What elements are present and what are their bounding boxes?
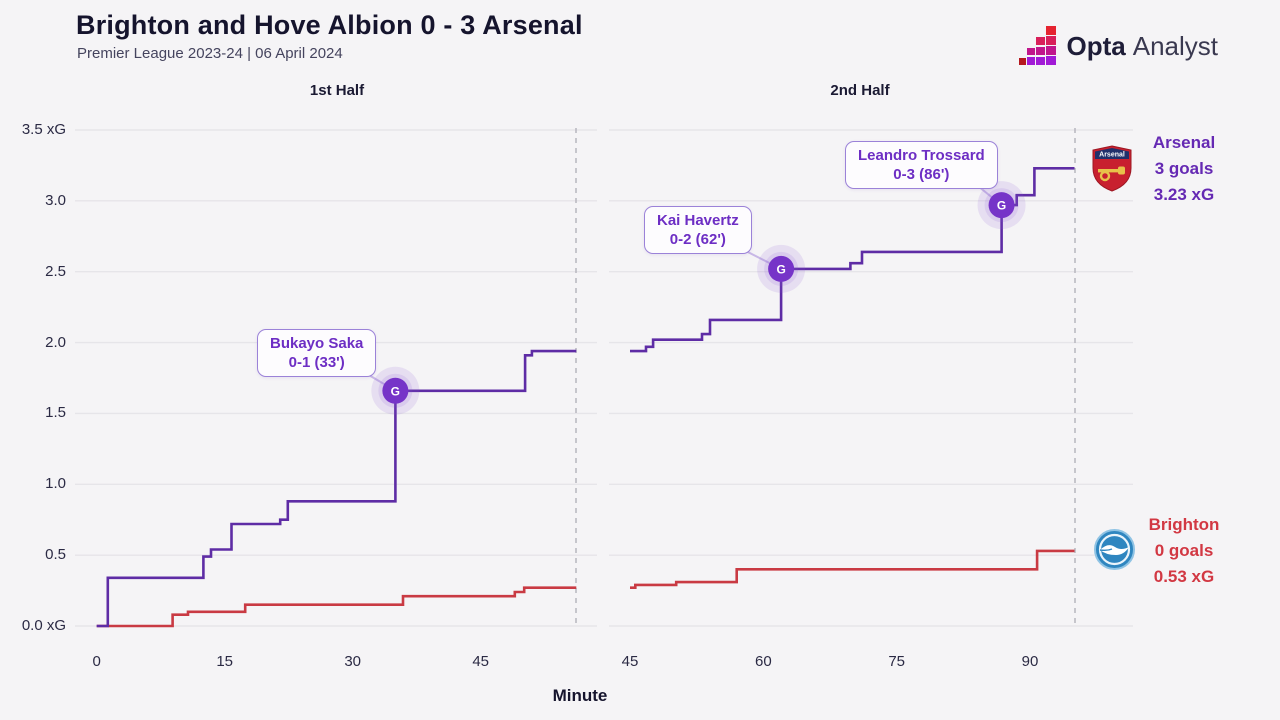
goal-score-minute: 0-3 (86') xyxy=(893,166,950,183)
goal-annotation-saka: Bukayo Saka 0-1 (33') xyxy=(257,329,377,377)
goal-marker-halo xyxy=(378,373,413,408)
x-axis-tick-label: 15 xyxy=(216,653,234,670)
x-axis-tick-label: 45 xyxy=(472,653,490,670)
team-name: Brighton xyxy=(1148,515,1220,534)
team-xg: 0.53 xG xyxy=(1153,567,1215,586)
x-axis-tick-label: 0 xyxy=(92,653,101,670)
team-xg: 3.23 xG xyxy=(1153,185,1215,204)
goal-marker-halo xyxy=(984,188,1019,223)
page-subtitle: Premier League 2023-24 | 06 April 2024 xyxy=(77,45,343,62)
x-axis-title: Minute xyxy=(552,686,608,705)
y-axis-tick-label: 2.5 xyxy=(45,262,66,280)
x-axis-tick-label: 90 xyxy=(1021,653,1039,670)
brighton-summary: Brighton 0 goals 0.53 xG xyxy=(1126,512,1242,590)
arsenal-badge-icon: Arsenal xyxy=(1092,145,1132,192)
arsenal-xg-line-panel2 xyxy=(630,167,1075,353)
goal-marker-halo xyxy=(764,251,799,286)
x-axis-tick-label: 60 xyxy=(754,653,772,670)
svg-text:Arsenal: Arsenal xyxy=(1099,152,1125,159)
goal-score-minute: 0-1 (33') xyxy=(288,354,345,371)
panel-title-1st-half: 1st Half xyxy=(309,82,365,99)
x-axis-tick-label: 45 xyxy=(621,653,639,670)
team-goals: 3 goals xyxy=(1154,159,1214,178)
goal-marker xyxy=(382,377,409,404)
goal-annotation-havertz: Kai Havertz 0-2 (62') xyxy=(644,206,752,254)
y-axis-tick-label: 3.5 xG xyxy=(21,121,66,138)
x-axis-tick-label: 30 xyxy=(344,653,362,670)
goal-player-name: Kai Havertz xyxy=(657,212,739,229)
y-axis-tick-label: 3.0 xyxy=(45,191,66,209)
goal-annotation-trossard: Leandro Trossard 0-3 (86') xyxy=(845,141,998,189)
opta-logo-icon xyxy=(1018,26,1056,65)
opta-analyst-logo: Opta Analyst xyxy=(1015,26,1219,66)
brighton-xg-line-panel1 xyxy=(96,586,577,628)
team-name: Arsenal xyxy=(1152,133,1216,152)
opta-logo-light: Analyst xyxy=(1132,30,1218,61)
y-axis-tick-label: 1.0 xyxy=(45,475,66,493)
opta-logo-text: Opta Analyst xyxy=(1067,31,1219,62)
y-axis-tick-label: 0.0 xG xyxy=(21,617,66,634)
goal-marker xyxy=(988,192,1015,219)
goal-marker-letter: G xyxy=(776,262,785,276)
y-axis-tick-label: 1.5 xyxy=(45,404,66,422)
opta-logo-bold: Opta xyxy=(1066,30,1126,61)
panel-title-2nd-half: 2nd Half xyxy=(830,82,890,99)
y-axis-tick-label: 2.0 xyxy=(45,333,66,351)
arsenal-summary: Arsenal 3 goals 3.23 xG xyxy=(1126,130,1242,208)
goal-marker-halo xyxy=(371,366,420,415)
goal-player-name: Bukayo Saka xyxy=(270,335,364,352)
brighton-badge-icon xyxy=(1094,529,1135,570)
goal-marker-letter: G xyxy=(391,384,400,398)
goal-marker-letter: G xyxy=(997,199,1006,213)
goal-marker-halo xyxy=(757,244,806,293)
goal-player-name: Leandro Trossard xyxy=(858,147,985,164)
team-goals: 0 goals xyxy=(1154,541,1214,560)
goal-marker xyxy=(768,255,795,282)
y-axis-tick-label: 0.5 xyxy=(45,546,66,564)
goal-score-minute: 0-2 (62') xyxy=(669,231,726,248)
x-axis-tick-label: 75 xyxy=(888,653,905,670)
brighton-xg-line-panel2 xyxy=(630,549,1075,589)
page-title: Brighton and Hove Albion 0 - 3 Arsenal xyxy=(76,10,583,40)
arsenal-xg-line-panel1 xyxy=(96,349,577,628)
